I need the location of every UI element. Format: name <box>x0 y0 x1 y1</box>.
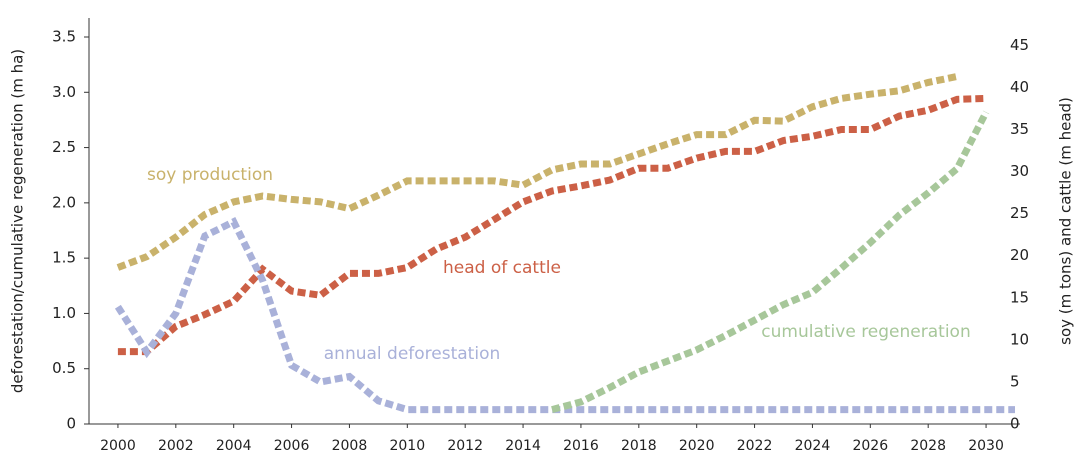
x-tick-label: 2024 <box>795 438 831 454</box>
x-tick-label: 2028 <box>910 438 946 454</box>
series-label: cumulative regeneration <box>761 322 970 342</box>
y2-tick-label: 10 <box>1010 330 1029 348</box>
y-tick-label: 2.0 <box>52 193 76 211</box>
y-tick-label: 2.5 <box>52 138 76 156</box>
y-axis-label: deforestation/cumulative regeneration (m… <box>9 49 27 393</box>
y2-axis-label: soy (m tons) and cattle (m head) <box>1057 97 1075 345</box>
y-tick-label: 1.5 <box>52 249 76 267</box>
series-line <box>551 110 990 413</box>
y2-tick-label: 30 <box>1010 162 1029 180</box>
y2-tick-label: 15 <box>1010 288 1029 306</box>
x-tick-label: 2010 <box>389 438 425 454</box>
y2-tick-label: 35 <box>1010 120 1029 138</box>
series-label: head of cattle <box>443 258 561 278</box>
series-label: soy production <box>147 165 273 185</box>
x-tick-label: 2002 <box>158 438 194 454</box>
series-label: annual deforestation <box>324 344 501 364</box>
x-tick-label: 2006 <box>274 438 310 454</box>
x-tick-label: 2004 <box>216 438 252 454</box>
x-tick-label: 2012 <box>447 438 483 454</box>
y2-tick-label: 40 <box>1010 78 1029 96</box>
x-tick-label: 2022 <box>737 438 773 454</box>
x-tick-label: 2030 <box>968 438 1004 454</box>
x-tick-label: 2008 <box>332 438 368 454</box>
y-tick-label: 3.0 <box>52 83 76 101</box>
y-tick-label: 0.5 <box>52 359 76 377</box>
x-tick-label: 2020 <box>679 438 715 454</box>
x-tick-label: 2026 <box>852 438 888 454</box>
x-tick-label: 2016 <box>563 438 599 454</box>
x-tick-label: 2000 <box>100 438 136 454</box>
y-tick-label: 3.5 <box>52 28 76 46</box>
series-line <box>114 217 1015 414</box>
y-tick-label: 0 <box>66 415 76 433</box>
series-line <box>116 73 958 271</box>
y2-tick-label: 5 <box>1010 372 1020 390</box>
series-line <box>117 94 987 356</box>
y2-tick-label: 45 <box>1010 36 1029 54</box>
y2-tick-label: 25 <box>1010 204 1029 222</box>
y2-tick-label: 0 <box>1010 415 1020 433</box>
y2-tick-label: 20 <box>1010 246 1029 264</box>
y-tick-label: 1.0 <box>52 304 76 322</box>
x-tick-label: 2018 <box>621 438 657 454</box>
x-tick-label: 2014 <box>505 438 541 454</box>
